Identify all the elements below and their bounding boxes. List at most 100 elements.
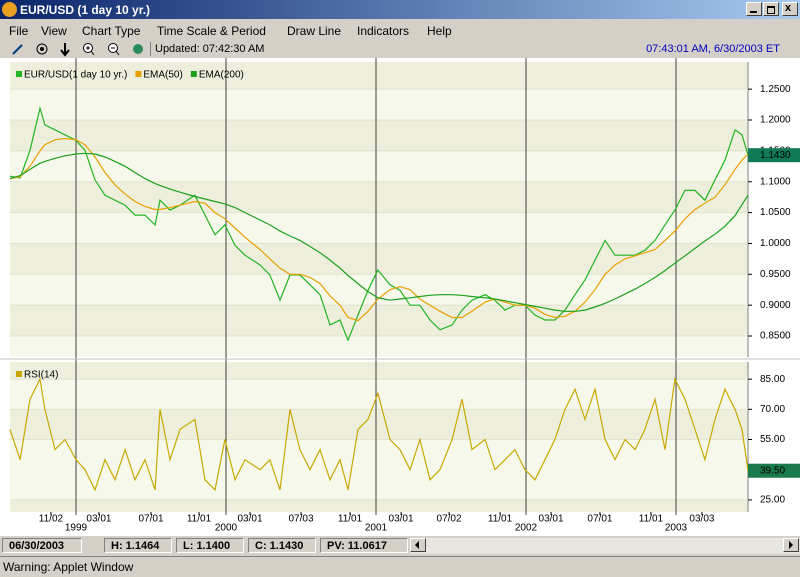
band [10, 499, 748, 512]
separator [150, 42, 151, 56]
last-value-badge [748, 463, 800, 478]
status-low: L: 1.1400 [176, 538, 244, 553]
x-tick-label: 11/01 [639, 514, 664, 525]
band [10, 243, 748, 275]
crosshair-tool[interactable] [36, 43, 48, 55]
year-label: 2001 [365, 523, 388, 534]
band [10, 439, 748, 500]
y-tick-label: 0.9500 [760, 269, 791, 280]
band [10, 212, 748, 244]
y-tick-label: 1.2500 [760, 84, 791, 95]
close-button[interactable]: x [782, 2, 798, 16]
scrollbar[interactable] [410, 538, 800, 554]
status-high: H: 1.1464 [104, 538, 172, 553]
legend-label: EUR/USD(1 day 10 yr.) [24, 70, 127, 81]
status-bar: Warning: Applet Window [0, 556, 800, 577]
last-value-label: 1.1430 [760, 150, 791, 161]
toolbar-icons [12, 43, 143, 57]
y-tick-label: 0.8500 [760, 331, 791, 342]
refresh-tool[interactable] [133, 44, 143, 54]
x-tick-label: 11/01 [187, 514, 212, 525]
legend-label: RSI(14) [24, 370, 58, 381]
status-close: C: 1.1430 [248, 538, 316, 553]
x-tick-label: 03/01 [237, 514, 262, 525]
menu-item[interactable]: Time Scale & Period [157, 24, 266, 38]
band [10, 150, 748, 182]
x-tick-label: 03/01 [389, 514, 414, 525]
year-label: 1999 [65, 523, 88, 534]
menu-item[interactable]: Draw Line [287, 24, 342, 38]
x-tick-label: 03/01 [539, 514, 564, 525]
minimize-button[interactable] [746, 2, 762, 16]
toolbar: Updated: 07:42:30 AM 07:43:01 AM, 6/30/2… [0, 40, 800, 58]
x-tick-label: 03/03 [689, 514, 714, 525]
legend-swatch [190, 71, 197, 77]
zoom-in-mark [86, 46, 95, 56]
menu-item[interactable]: File [9, 24, 29, 38]
legend-swatch [135, 71, 142, 77]
x-tick-label: 11/01 [488, 514, 513, 525]
x-tick-label: 11/01 [338, 514, 363, 525]
scroll-left[interactable] [410, 538, 426, 552]
band [10, 336, 748, 357]
menu-item[interactable]: View [41, 24, 67, 38]
year-label: 2003 [665, 523, 688, 534]
band [10, 409, 748, 440]
y-tick-label: 55.00 [760, 434, 785, 445]
draw-line-tool[interactable] [12, 44, 23, 55]
crosshair-dot [40, 47, 44, 51]
series-line [9, 137, 749, 322]
last-value-label: 39.50 [760, 465, 785, 476]
menu-item[interactable]: Chart Type [82, 24, 141, 38]
x-tick-label: 03/01 [86, 514, 111, 525]
app-icon [2, 2, 17, 17]
window-title: EUR/USD (1 day 10 yr.) [20, 3, 151, 17]
x-tick-label: 07/03 [288, 514, 313, 525]
series-line [9, 377, 749, 492]
band [10, 362, 748, 380]
chart: 0.85000.90000.95001.00001.05001.10001.15… [0, 58, 800, 536]
series-line [9, 152, 749, 312]
band [10, 62, 748, 90]
status-pv: PV: 11.0617 [320, 538, 408, 553]
x-tick-label: 07/01 [587, 514, 612, 525]
y-tick-label: 1.2000 [760, 115, 791, 126]
footer-warning: Warning: Applet Window [3, 560, 134, 574]
status-date: 06/30/2003 [2, 538, 82, 553]
y-tick-label: 85.00 [760, 374, 785, 385]
x-tick-label: 07/01 [138, 514, 163, 525]
legend-label: EMA(50) [143, 70, 182, 81]
y-tick-label: 1.0500 [760, 207, 791, 218]
band [10, 181, 748, 213]
band [10, 274, 748, 306]
year-label: 2002 [515, 523, 538, 534]
y-tick-label: 25.00 [760, 495, 785, 506]
legend-swatch [16, 371, 22, 377]
last-value-badge [748, 148, 800, 163]
restore-button[interactable] [763, 2, 779, 16]
y-tick-label: 70.00 [760, 404, 785, 415]
legend-label: EMA(200) [199, 70, 244, 81]
menu-item[interactable]: Indicators [357, 24, 410, 38]
year-label: 2000 [215, 523, 238, 534]
updated-time: Updated: 07:42:30 AM [155, 43, 265, 55]
zoom-out-mark [111, 47, 120, 56]
y-tick-label: 0.9000 [760, 300, 791, 311]
x-tick-label: 07/02 [437, 514, 462, 525]
scroll-right[interactable] [783, 538, 799, 552]
band [10, 305, 748, 337]
scroll-tool[interactable] [60, 43, 70, 57]
x-tick-label: 11/02 [39, 514, 64, 525]
band [10, 120, 748, 151]
menu-item[interactable]: Help [427, 24, 452, 38]
clock: 07:43:01 AM, 6/30/2003 ET [646, 43, 780, 55]
band [10, 89, 748, 121]
series-line [9, 105, 749, 342]
y-tick-label: 1.0000 [760, 238, 791, 249]
title-bar: EUR/USD (1 day 10 yr.) x [0, 0, 800, 19]
y-tick-label: 1.1000 [760, 176, 791, 187]
menu-bar: File View Chart Type Time Scale & Period Dra… [0, 20, 800, 40]
band [10, 379, 748, 410]
legend-swatch [16, 71, 22, 77]
